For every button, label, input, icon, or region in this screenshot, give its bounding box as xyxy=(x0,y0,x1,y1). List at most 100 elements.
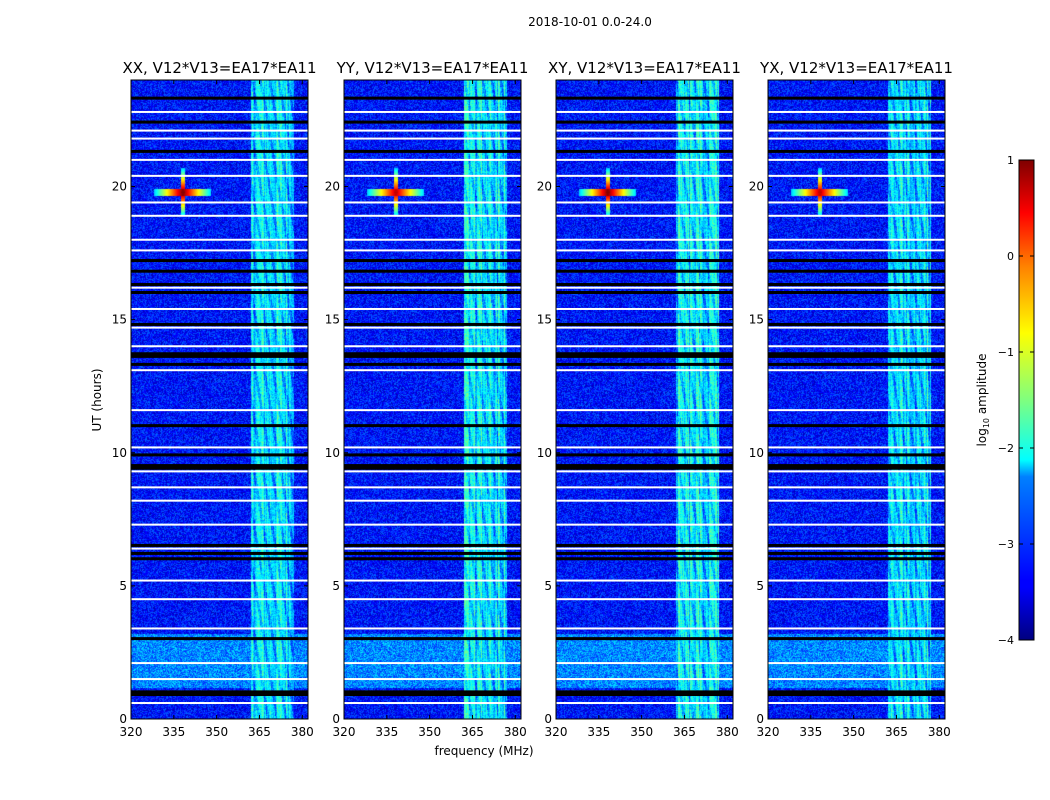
x-tick-label: 350 xyxy=(842,725,865,739)
flagged-row xyxy=(556,362,733,366)
blank-row xyxy=(556,409,733,412)
flagged-row xyxy=(556,543,733,547)
blank-row xyxy=(768,499,945,502)
flagged-row xyxy=(344,424,521,428)
x-tick-label: 365 xyxy=(673,725,696,739)
blank-row xyxy=(131,286,308,289)
panel-4: YX, V12*V13=EA17*EA11 320 335 350 365 380 0 5 10… xyxy=(749,59,953,739)
blank-row xyxy=(556,307,733,310)
x-tick-label: 335 xyxy=(799,725,822,739)
blank-row xyxy=(344,249,521,252)
blank-row xyxy=(131,369,308,372)
blank-row xyxy=(768,249,945,252)
blank-row xyxy=(556,137,733,140)
blank-row xyxy=(768,158,945,161)
blank-row xyxy=(344,326,521,329)
y-tick-label: 20 xyxy=(325,180,340,194)
y-tick-label: 5 xyxy=(544,579,552,593)
blank-row xyxy=(768,214,945,217)
colorbar-tick-label: −4 xyxy=(998,634,1014,647)
blank-row xyxy=(344,678,521,681)
blank-row xyxy=(556,249,733,252)
blank-row xyxy=(768,201,945,204)
blank-row xyxy=(556,369,733,372)
y-axis-label: UT (hours) xyxy=(90,368,104,431)
blank-row xyxy=(344,547,521,550)
blank-row xyxy=(768,137,945,140)
x-tick-label: 350 xyxy=(418,725,441,739)
x-tick-label: 320 xyxy=(120,725,143,739)
flagged-row xyxy=(344,120,521,124)
flagged-row xyxy=(344,557,521,561)
blank-row xyxy=(556,662,733,665)
x-tick-label: 335 xyxy=(587,725,610,739)
blank-row xyxy=(131,409,308,412)
x-tick-label: 380 xyxy=(716,725,739,739)
blank-row xyxy=(131,486,308,489)
panel-1: XX, V12*V13=EA17*EA11 320 335 350 365 380 0 5 10… xyxy=(112,59,317,739)
flagged-row xyxy=(768,453,945,457)
x-tick-label: 320 xyxy=(757,725,780,739)
flagged-row xyxy=(768,322,945,326)
blank-row xyxy=(556,214,733,217)
colorbar-tick-label: 1 xyxy=(1007,154,1014,167)
panel-title: YY, V12*V13=EA17*EA11 xyxy=(336,59,529,77)
blank-row xyxy=(556,579,733,582)
blank-row xyxy=(131,446,308,449)
colorbar-tick-label: 0 xyxy=(1007,250,1014,263)
blank-row xyxy=(344,499,521,502)
x-tick-label: 380 xyxy=(291,725,314,739)
flagged-row xyxy=(768,352,945,356)
flagged-row xyxy=(768,543,945,547)
flagged-row xyxy=(768,424,945,428)
blank-row xyxy=(768,547,945,550)
flagged-row xyxy=(344,354,521,358)
y-tick-label: 5 xyxy=(756,579,764,593)
y-tick-label: 5 xyxy=(119,579,127,593)
flagged-row xyxy=(556,464,733,468)
y-tick-label: 20 xyxy=(112,180,127,194)
flagged-row xyxy=(131,453,308,457)
flagged-row xyxy=(344,149,521,153)
flagged-row xyxy=(131,352,308,356)
colorbar-label-suffix: amplitude xyxy=(975,354,989,418)
blank-row xyxy=(344,238,521,241)
flagged-row xyxy=(556,283,733,287)
y-tick-label: 15 xyxy=(537,313,552,327)
flagged-row xyxy=(131,283,308,287)
flagged-row xyxy=(344,543,521,547)
flagged-row xyxy=(344,453,521,457)
flagged-row xyxy=(131,466,308,470)
blank-row xyxy=(768,238,945,241)
blank-row xyxy=(344,446,521,449)
flagged-row xyxy=(131,464,308,468)
flagged-row xyxy=(344,283,521,287)
flagged-row xyxy=(768,283,945,287)
blank-row xyxy=(131,249,308,252)
flagged-row xyxy=(344,352,521,356)
flagged-row xyxy=(768,551,945,555)
flagged-row xyxy=(556,352,733,356)
flagged-row xyxy=(556,551,733,555)
blank-row xyxy=(344,214,521,217)
blank-row xyxy=(131,326,308,329)
blank-row xyxy=(131,627,308,630)
blank-row xyxy=(768,446,945,449)
flagged-row xyxy=(131,551,308,555)
flagged-row xyxy=(556,693,733,697)
panel-title: XX, V12*V13=EA17*EA11 xyxy=(122,59,316,77)
y-tick-label: 15 xyxy=(749,313,764,327)
flagged-row xyxy=(768,464,945,468)
blank-row xyxy=(131,307,308,310)
x-tick-label: 335 xyxy=(162,725,185,739)
flagged-row xyxy=(344,291,521,294)
panels: XX, V12*V13=EA17*EA11 320 335 350 365 380 0 5 10… xyxy=(112,59,953,739)
blank-row xyxy=(131,547,308,550)
flagged-row xyxy=(768,269,945,273)
blank-row xyxy=(344,110,521,113)
flagged-row xyxy=(131,291,308,294)
blank-row xyxy=(131,499,308,502)
blank-row xyxy=(768,523,945,526)
blank-row xyxy=(556,523,733,526)
figure-title: 2018-10-01 0.0-24.0 xyxy=(528,15,652,29)
